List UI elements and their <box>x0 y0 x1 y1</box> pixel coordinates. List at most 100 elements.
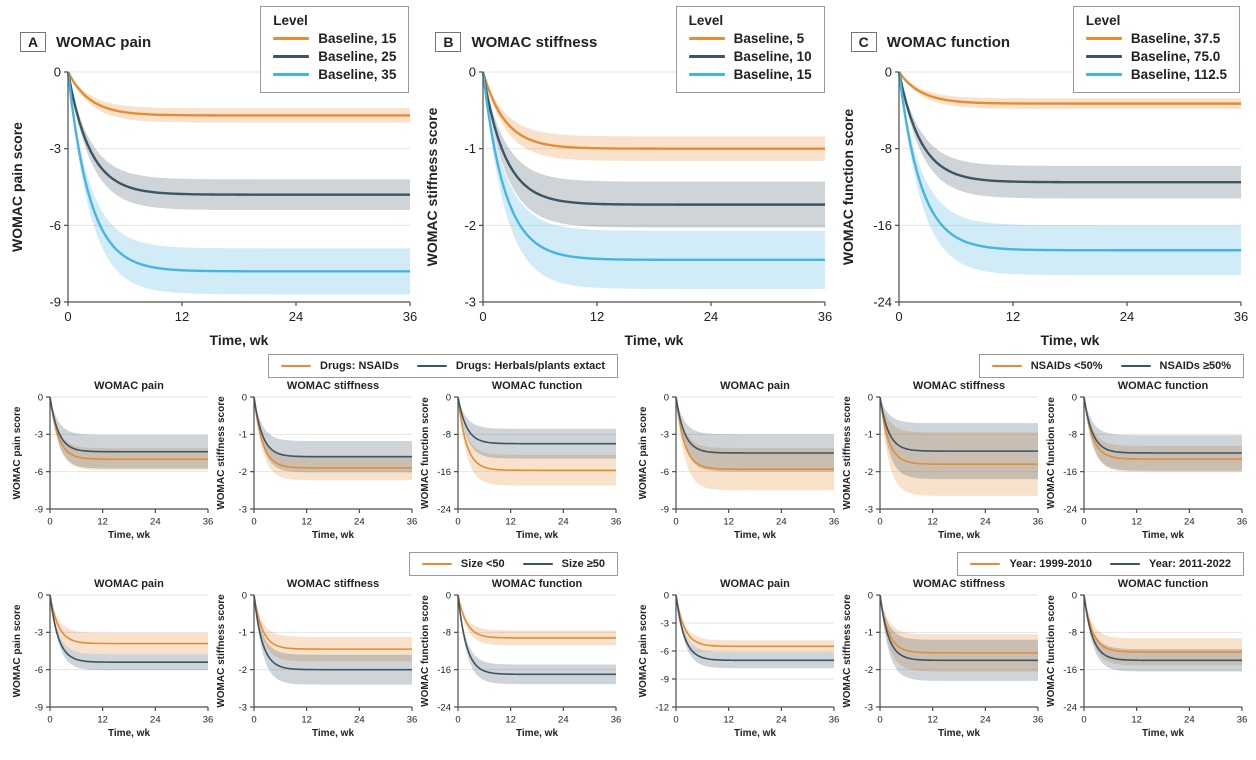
y-tick-label: -24 <box>437 504 451 515</box>
x-tick-label: 12 <box>505 517 516 528</box>
y-tick-label: -1 <box>465 141 477 156</box>
y-tick-label: -9 <box>35 504 43 515</box>
x-tick-label: 12 <box>97 715 108 726</box>
panel-title: WOMAC stiffness <box>913 380 1005 392</box>
x-tick-label: 0 <box>47 715 52 726</box>
panel-title: WOMAC function <box>492 380 583 392</box>
y-tick-label: 0 <box>242 590 247 601</box>
y-axis-label: WOMAC function score <box>840 109 856 266</box>
y-tick-label: 0 <box>242 392 247 403</box>
legend-item: Baseline, 37.5 <box>1085 31 1227 46</box>
small-chart: 0 -8 -16 -24 0 12 24 36 WOMAC function score Time… <box>1046 578 1247 739</box>
series-line-orange <box>457 594 616 639</box>
legend-label: Baseline, 37.5 <box>1130 31 1221 46</box>
y-tick-label: -3 <box>661 430 669 441</box>
y-tick-label: -6 <box>661 467 669 478</box>
x-tick-label: 36 <box>403 309 417 324</box>
ci-band-orange <box>880 397 1038 496</box>
panel-group: 0 -3 -6 -9 0 12 24 36 WOMAC pain score Time, wk WO… <box>10 577 622 744</box>
legend-line-swatch <box>1085 37 1122 40</box>
ci-band-orange <box>898 72 1241 109</box>
legend-label: Drugs: Herbals/plants extact <box>455 360 605 372</box>
small-chart: 0 -3 -6 -9 -12 0 12 24 36 WOMAC pain score Time, w… <box>638 578 840 739</box>
legend-item: Baseline, 15 <box>688 67 812 82</box>
x-tick-label: 24 <box>558 715 569 726</box>
legend-line-swatch <box>421 562 452 566</box>
y-tick-label: -24 <box>1063 504 1077 515</box>
legend-label: Size ≥50 <box>561 558 605 570</box>
series-line-slate <box>457 594 616 676</box>
y-axis-label: WOMAC function score <box>420 397 431 509</box>
legend-label: Drugs: NSAIDs <box>320 360 399 372</box>
y-tick-label: -3 <box>239 504 247 515</box>
legend-title: Level <box>688 13 724 28</box>
legend-label: Baseline, 75.0 <box>1130 49 1221 64</box>
x-axis-label: Time, wk <box>938 530 980 541</box>
x-tick-label: 24 <box>354 517 365 528</box>
legend-box: Size <50 Size ≥50 <box>408 552 618 576</box>
x-tick-label: 36 <box>407 715 418 726</box>
y-tick-label: 0 <box>38 392 43 403</box>
y-tick-label: -2 <box>865 665 873 676</box>
x-tick-label: 24 <box>150 517 161 528</box>
legend-line-swatch <box>970 562 1001 566</box>
legend-box: Year: 1999-2010 Year: 2011-2022 <box>957 552 1244 576</box>
ci-band-orange <box>458 595 616 646</box>
y-tick-label: 0 <box>868 392 873 403</box>
x-axis-label: Time, wk <box>1142 728 1184 739</box>
y-tick-label: 0 <box>1072 590 1077 601</box>
x-tick-label: 12 <box>97 517 108 528</box>
y-tick-label: 0 <box>446 590 451 601</box>
x-axis-label: Time, wk <box>734 728 776 739</box>
x-tick-label: 24 <box>704 309 718 324</box>
x-tick-label: 36 <box>203 517 214 528</box>
x-axis-label: Time, wk <box>1142 530 1184 541</box>
panel-title: WOMAC function <box>886 33 1011 51</box>
x-tick-label: 12 <box>927 517 938 528</box>
x-axis-label: Time, wk <box>516 728 558 739</box>
legend-line-swatch <box>688 73 725 76</box>
ci-band-orange <box>1084 595 1242 666</box>
x-tick-label: 0 <box>251 517 256 528</box>
y-tick-label: -8 <box>1069 430 1077 441</box>
panel-title: WOMAC stiffness <box>287 380 379 392</box>
y-tick-label: -16 <box>873 218 892 233</box>
y-axis-label: WOMAC function score <box>1046 595 1057 707</box>
legend-box: Level Baseline, 37.5 Baseline, 75.0 Baselin… <box>1072 6 1240 93</box>
y-axis-label: WOMAC stiffness score <box>842 594 853 708</box>
small-panel: 0 -8 -16 -24 0 12 24 36 WOMAC function score Time… <box>1044 379 1248 546</box>
y-tick-label: 0 <box>868 590 873 601</box>
legend-label: Baseline, 25 <box>318 49 397 64</box>
panel-header: B WOMAC stiffness <box>435 32 597 52</box>
x-tick-label: 12 <box>301 715 312 726</box>
y-tick-label: -8 <box>1069 628 1077 639</box>
big-panel-c: C WOMAC function Level Baseline, 37.5 Baseli… <box>837 0 1250 348</box>
x-tick-label: 0 <box>1081 715 1086 726</box>
series-line-orange <box>879 594 1038 654</box>
legend-row: NSAIDs <50% NSAIDs ≥50% <box>636 354 1244 378</box>
x-tick-label: 0 <box>455 715 460 726</box>
x-tick-label: 24 <box>1184 715 1195 726</box>
series-line-slate <box>1083 396 1242 454</box>
y-tick-label: -1 <box>865 628 873 639</box>
x-tick-label: 36 <box>829 517 840 528</box>
small-panel: 0 -8 -16 -24 0 12 24 36 WOMAC function score Time… <box>418 577 622 744</box>
x-tick-label: 36 <box>829 715 840 726</box>
series-line-slate <box>675 396 834 454</box>
small-chart: 0 -3 -6 -9 0 12 24 36 WOMAC pain score Time, wk WO… <box>12 380 214 541</box>
legend-box: NSAIDs <50% NSAIDs ≥50% <box>978 354 1244 378</box>
small-chart: 0 -1 -2 -3 0 12 24 36 WOMAC stiffness score Time,… <box>216 578 418 739</box>
x-tick-label: 36 <box>611 715 622 726</box>
ci-band-orange <box>68 72 410 123</box>
series-line-orange <box>1083 594 1242 653</box>
y-tick-label: -12 <box>655 702 669 713</box>
small-panel: 0 -1 -2 -3 0 12 24 36 WOMAC stiffness score Time,… <box>840 379 1044 546</box>
y-axis-label: WOMAC pain score <box>12 406 23 499</box>
y-tick-label: 0 <box>54 65 61 80</box>
panel-title: WOMAC function <box>1118 380 1209 392</box>
legend-line-swatch <box>688 55 725 58</box>
legend-item: Baseline, 35 <box>273 67 396 82</box>
